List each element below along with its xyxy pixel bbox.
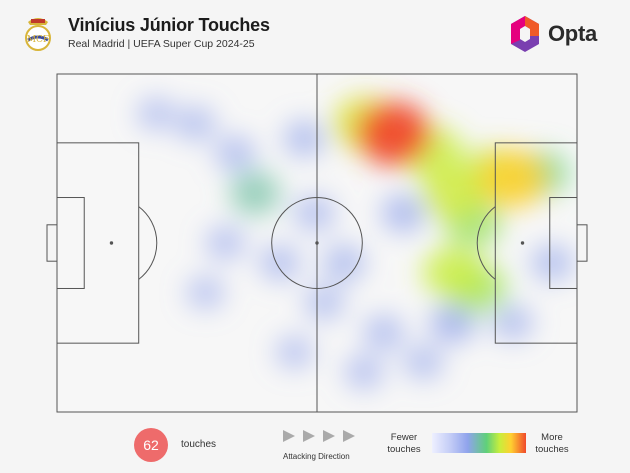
right-penalty-arc [476, 206, 496, 280]
heatmap-hotspot [186, 276, 225, 310]
heatmap-hotspot [491, 304, 534, 341]
heatmap-hotspot [175, 106, 216, 142]
attacking-direction-label: Attacking Direction [283, 452, 350, 461]
legend-fewer-line1: Fewer [390, 432, 418, 443]
legend-more: More touches [532, 432, 572, 456]
legend-fewer-line2: touches [387, 444, 421, 455]
right-penalty-spot [520, 241, 525, 245]
heatmap-hotspot [259, 244, 301, 281]
touches-count-badge: 62 [134, 428, 168, 462]
svg-text:MCF: MCF [27, 35, 49, 45]
heatmap-hotspot [344, 354, 384, 390]
opta-logo: Opta [508, 14, 618, 56]
legend-fewer: Fewer touches [384, 432, 424, 456]
attacking-direction-arrows-icon [283, 430, 355, 442]
opta-logo-icon [511, 16, 539, 52]
right-goal [576, 224, 588, 262]
legend-more-line2: touches [535, 444, 569, 455]
touches-label: touches [181, 439, 217, 450]
heatmap-hotspot [403, 344, 444, 380]
left-goal [46, 224, 58, 262]
heatmap-hotspot [530, 244, 574, 282]
page-subtitle: Real Madrid | UEFA Super Cup 2024-25 [68, 38, 255, 50]
heatmap-hotspot [293, 195, 336, 232]
real-madrid-crest-icon: MCF [25, 18, 51, 51]
page-title: Vinícius Júnior Touches [68, 15, 270, 35]
heatmap-hotspot [229, 171, 281, 216]
heatmap-hotspot [304, 285, 345, 321]
heatmap-hotspot [429, 302, 477, 343]
heatmap-hotspot [283, 120, 326, 158]
color-scale-legend [432, 433, 526, 453]
heatmap-hotspot [275, 335, 314, 370]
heatmap-hotspot [136, 97, 176, 131]
legend-more-line1: More [541, 432, 563, 443]
left-penalty-arc [138, 206, 158, 280]
heatmap-hotspot [205, 225, 246, 261]
heatmap-hotspot [478, 149, 547, 208]
header: MCF Vinícius Júnior Touches Real Madrid … [0, 0, 630, 70]
heatmap-hotspot [381, 193, 426, 233]
centre-spot [315, 241, 319, 245]
centre-circle [271, 197, 363, 289]
heatmap-hotspot [214, 135, 256, 172]
heatmap-hotspot [422, 246, 484, 300]
pitch-markings [46, 73, 588, 413]
heatmap-hotspot [322, 244, 366, 282]
heatmap-hotspot [422, 166, 485, 221]
heatmap-layer [136, 96, 574, 390]
heatmap-hotspot [363, 314, 405, 351]
heatmap-hotspot [356, 101, 431, 166]
opta-brand-name: Opta [548, 21, 597, 46]
left-penalty-spot [109, 241, 114, 245]
